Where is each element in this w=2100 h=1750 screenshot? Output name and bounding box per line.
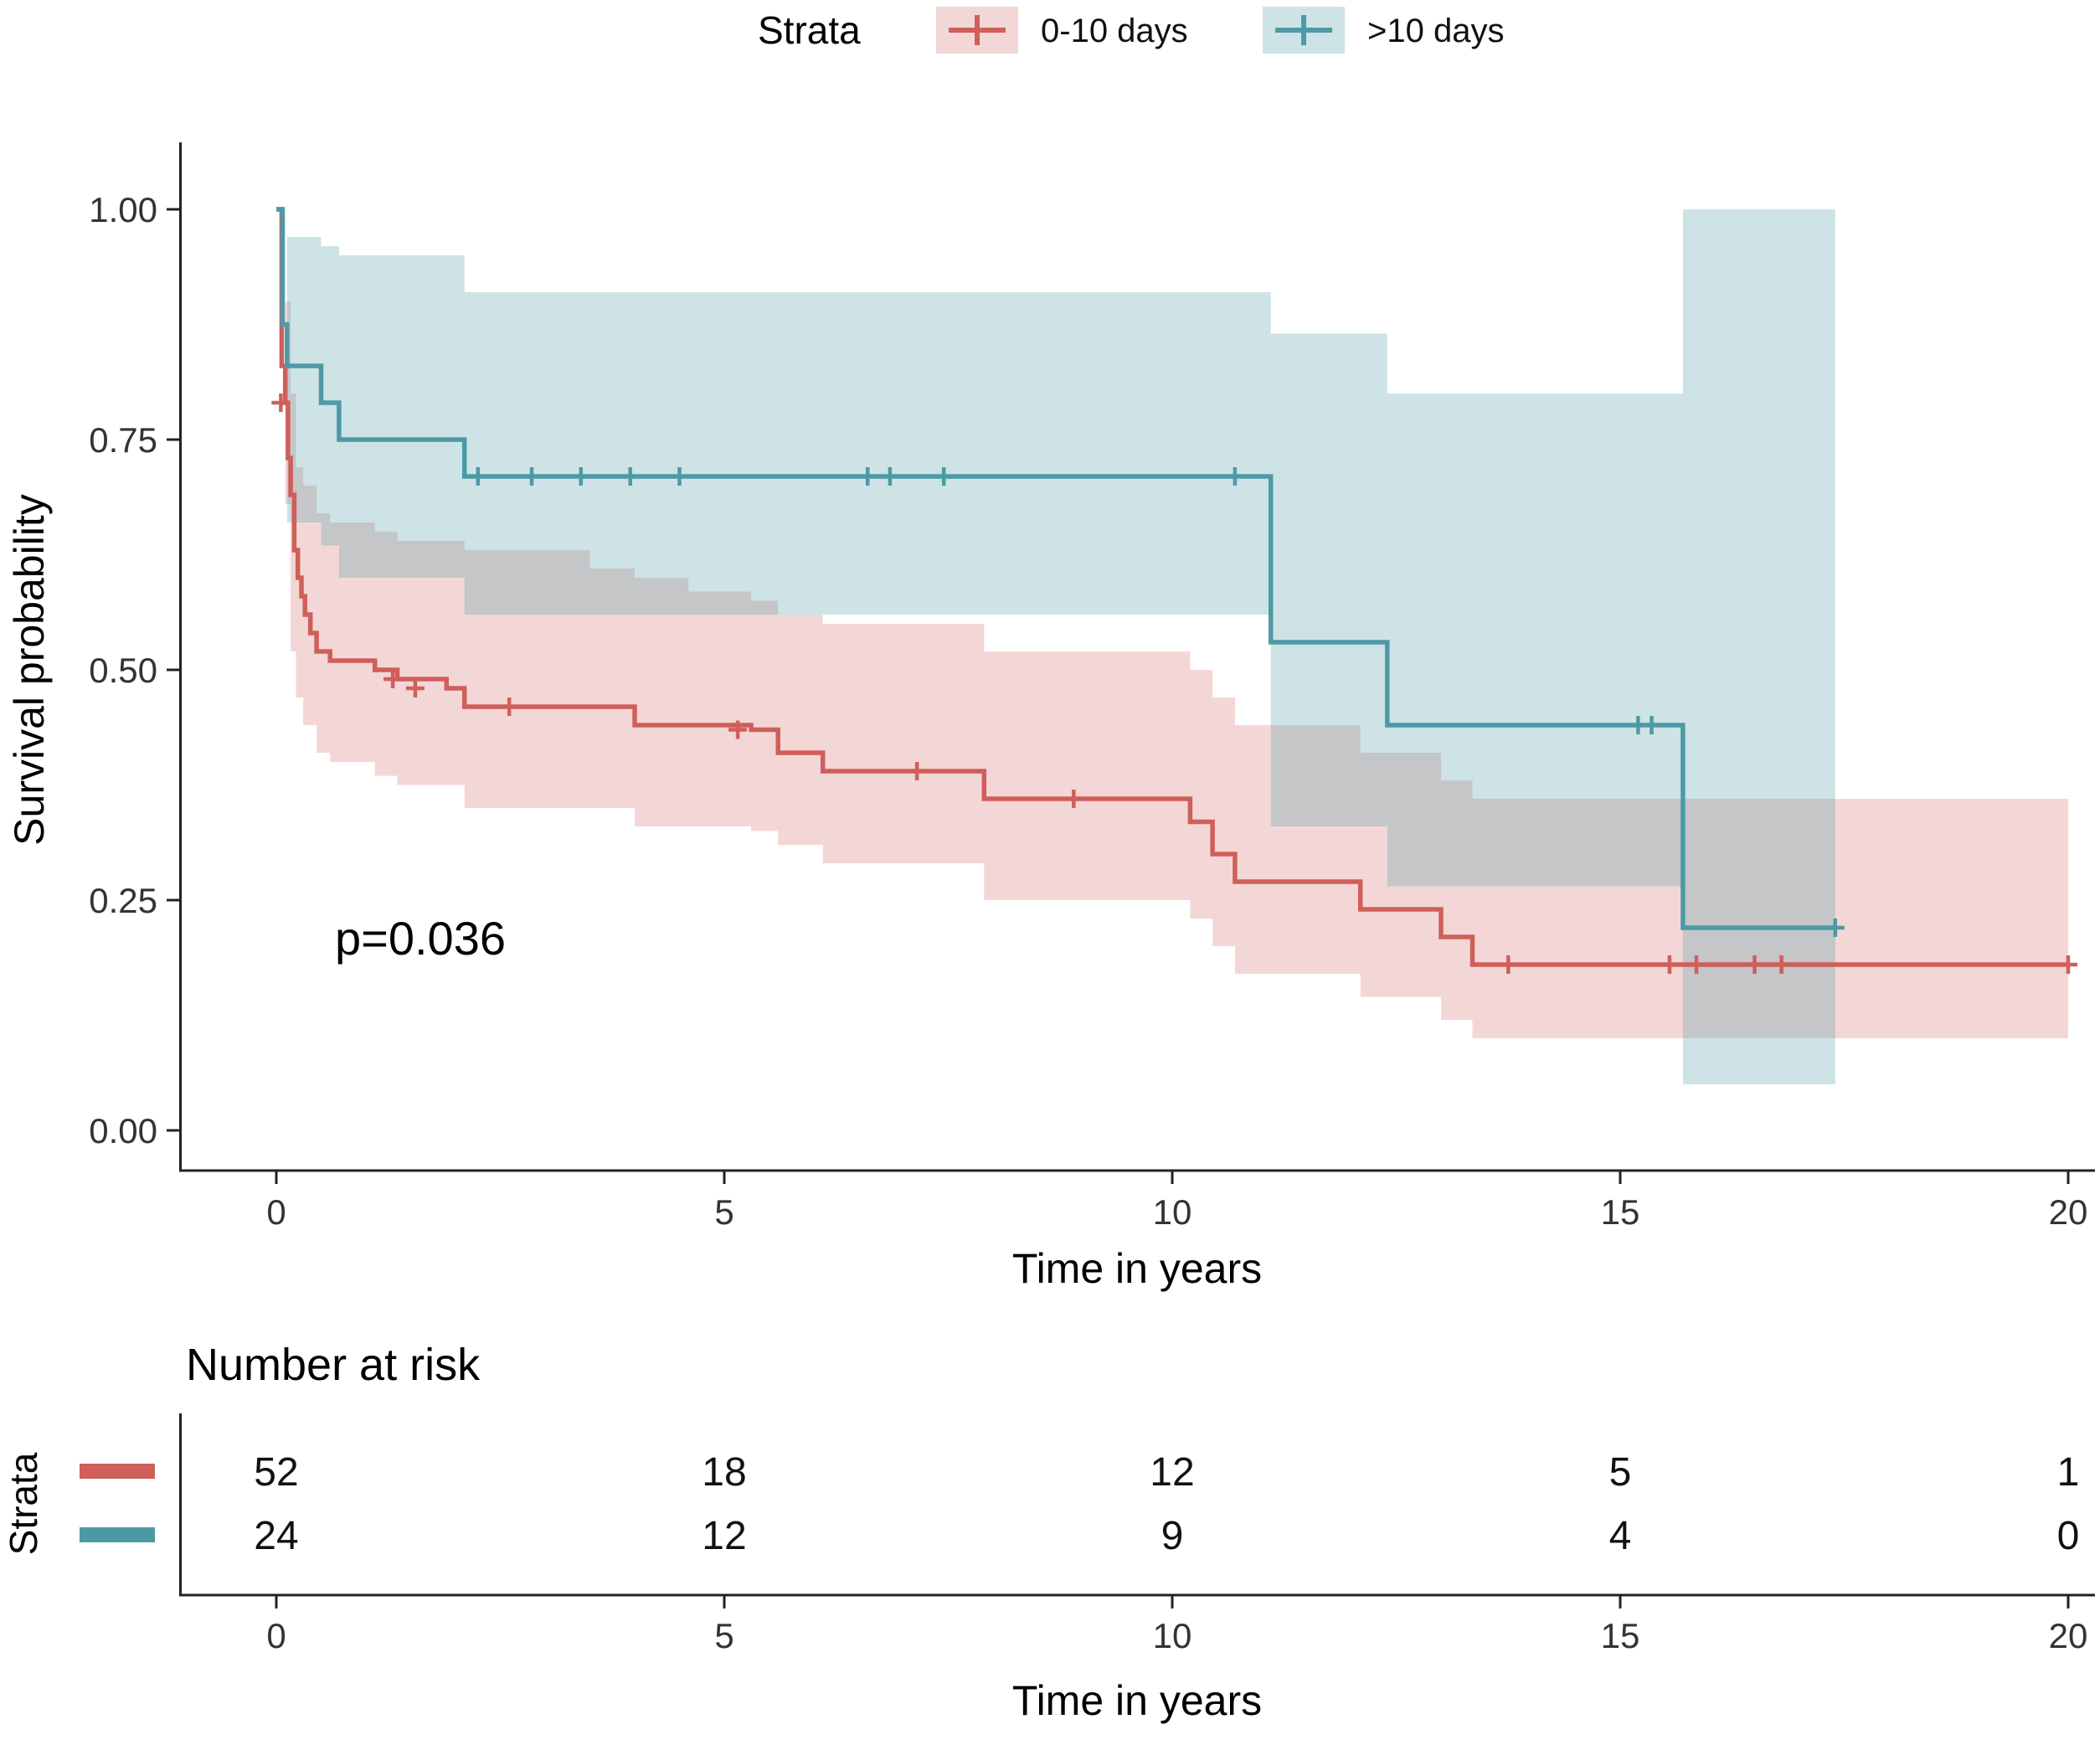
y-tick-label: 0.50	[89, 651, 157, 690]
confidence-band-1	[276, 209, 1835, 1084]
legend: Strata 0-10 days >10 days	[758, 7, 1504, 54]
censor-marks	[271, 394, 2077, 974]
p-value-annotation: p=0.036	[335, 912, 506, 965]
risk-table-title: Number at risk	[186, 1340, 481, 1390]
risk-strata-axis-label: Strata	[2, 1452, 45, 1555]
x-tick-label: 10	[1153, 1192, 1192, 1232]
risk-count-row0-t10: 12	[1150, 1450, 1194, 1495]
survival-curve-1	[276, 207, 1835, 930]
confidence-bands	[276, 209, 2068, 1084]
risk-count-row0-t5: 18	[702, 1450, 746, 1495]
y-tick-label: 0.00	[89, 1111, 157, 1150]
y-tick-label: 1.00	[89, 190, 157, 229]
censor-marks-0	[271, 394, 2077, 974]
legend-label-gt10-days: >10 days	[1367, 13, 1504, 49]
y-tick-label: 0.25	[89, 881, 157, 920]
risk-count-row1-t20: 0	[2057, 1514, 2080, 1558]
censor-marks-1	[468, 467, 1845, 937]
axes: 0 5 10 15 20 0.00 0.25 0.50 0.75 1.00	[89, 142, 2095, 1232]
risk-x-tick-label: 5	[714, 1616, 733, 1655]
y-axis-title: Survival probability	[6, 494, 53, 846]
risk-count-row1-t5: 12	[702, 1514, 746, 1558]
risk-x-tick-label: 20	[2049, 1616, 2088, 1655]
legend-censor-icon-0-10-days	[949, 15, 1006, 45]
legend-title: Strata	[758, 8, 861, 52]
risk-count-row1-t0: 24	[254, 1514, 298, 1558]
survival-curves	[276, 207, 2068, 967]
plot-layer: 0 5 10 15 20 0.00 0.25 0.50 0.75 1.00	[89, 142, 2095, 1232]
x-tick-label: 20	[2049, 1192, 2088, 1232]
risk-count-row1-t10: 9	[1161, 1514, 1184, 1558]
risk-x-tick-label: 15	[1601, 1616, 1640, 1655]
risk-table: 0 5 10 15 20 52 18 12 5 1 24 12 9 4 0	[80, 1413, 2095, 1655]
risk-count-row1-t15: 4	[1609, 1514, 1632, 1558]
legend-censor-icon-gt10-days	[1275, 15, 1332, 45]
x-tick-label: 0	[266, 1192, 286, 1232]
risk-x-tick-label: 0	[266, 1616, 286, 1655]
x-tick-label: 15	[1601, 1192, 1640, 1232]
risk-count-row0-t20: 1	[2057, 1450, 2080, 1495]
x-axis-title: Time in years	[1012, 1245, 1262, 1292]
risk-count-row0-t15: 5	[1609, 1450, 1632, 1495]
risk-count-row0-t0: 52	[254, 1450, 298, 1495]
confidence-band-0	[276, 209, 2068, 1038]
survival-curve-0	[276, 207, 2068, 967]
y-tick-label: 0.75	[89, 420, 157, 460]
legend-label-0-10-days: 0-10 days	[1041, 13, 1188, 49]
risk-x-axis-title: Time in years	[1012, 1677, 1262, 1724]
x-tick-label: 5	[714, 1192, 733, 1232]
risk-x-tick-label: 10	[1153, 1616, 1192, 1655]
